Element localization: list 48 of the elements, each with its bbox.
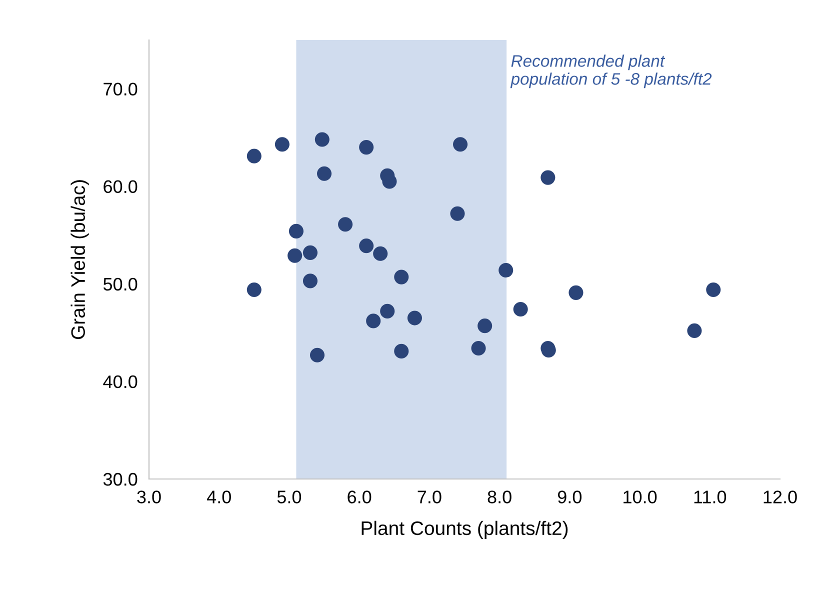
point: [302, 245, 318, 260]
point: [359, 140, 374, 155]
point: [302, 274, 318, 288]
point: [407, 310, 422, 326]
point: [471, 340, 486, 356]
y-tick-label: 30.0: [103, 472, 138, 486]
x-tick-label: 9.0: [558, 490, 582, 504]
point: [338, 217, 353, 232]
point: [382, 174, 397, 189]
point: [246, 282, 262, 298]
band-label: Recommended plant population of 5 -8 plants/ft2: [510, 54, 712, 88]
x-tick-label: 5.0: [277, 490, 302, 504]
point: [394, 344, 409, 358]
point: [373, 246, 388, 261]
y-tick-label: 60.0: [104, 180, 138, 194]
point: [274, 137, 290, 152]
point: [540, 170, 556, 185]
x-tick-label: 10.0: [624, 490, 657, 504]
point: [513, 302, 528, 317]
x-tick-label: 8.0: [488, 490, 512, 504]
y-axis-title: Grain Yield (bu/ac): [70, 180, 89, 340]
point: [314, 132, 330, 147]
x-tick-label: 6.0: [348, 490, 372, 504]
point: [687, 323, 702, 338]
point: [706, 282, 721, 298]
x-tick-label: 12.0: [764, 490, 797, 504]
y-tick-label: 70.0: [104, 82, 138, 96]
x-tick-label: 11.0: [694, 490, 726, 504]
point: [450, 206, 465, 221]
point: [288, 248, 302, 263]
point: [316, 166, 332, 181]
x-tick-label: 7.0: [418, 490, 442, 504]
point: [288, 224, 304, 238]
point: [453, 137, 468, 152]
point: [380, 304, 395, 318]
point: [366, 314, 381, 328]
x-axis-title: Plant Counts (plants/ft2): [362, 520, 568, 539]
point: [568, 285, 584, 300]
point: [359, 238, 374, 254]
point: [310, 348, 325, 362]
point: [498, 262, 514, 278]
x-tick-label: 3.0: [137, 490, 161, 504]
y-tick-label: 40.0: [103, 375, 138, 388]
y-tick-label: 50.0: [103, 278, 138, 291]
point: [246, 148, 262, 164]
point: [394, 270, 409, 284]
point: [478, 318, 492, 334]
x-tick-label: 4.0: [206, 490, 231, 504]
